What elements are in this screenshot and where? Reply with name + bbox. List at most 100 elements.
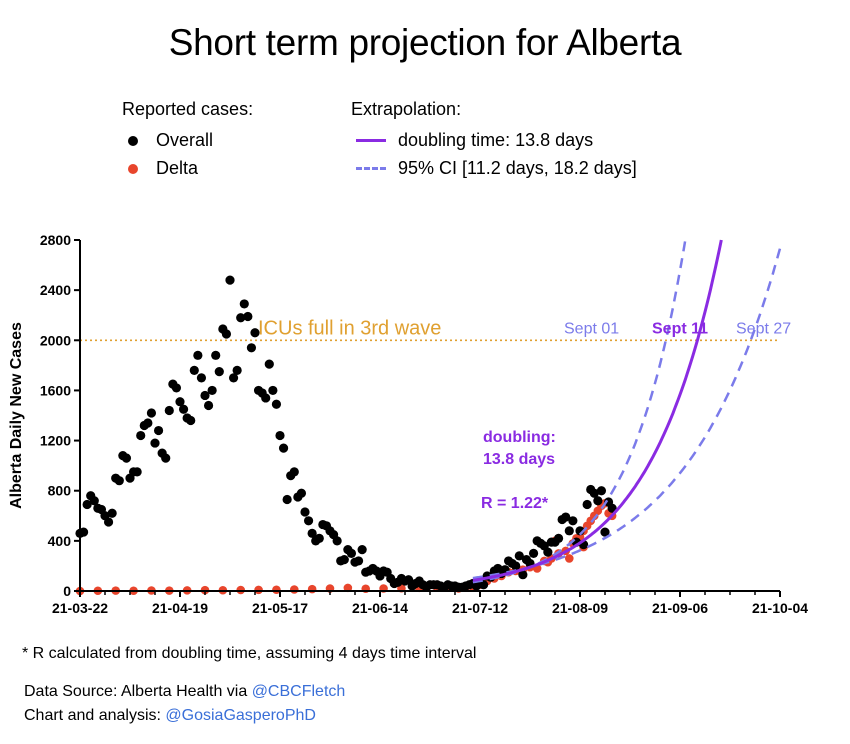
overall-point [114, 476, 124, 486]
x-tick-label: 21-04-19 [152, 600, 208, 616]
legend-label-ci: 95% CI [11.2 days, 18.2 days] [398, 158, 637, 178]
overall-point [478, 580, 489, 590]
legend-reported-heading: Reported cases: [122, 99, 254, 119]
overall-point [189, 365, 199, 375]
y-tick-label: 400 [48, 533, 72, 549]
overall-point [300, 507, 310, 517]
icu-annotation: ICUs full in 3rd wave [258, 317, 441, 339]
overall-point [175, 397, 185, 407]
x-tick-label: 21-05-17 [252, 600, 308, 616]
overall-point [150, 438, 160, 448]
overall-series [75, 275, 617, 592]
overall-point [132, 467, 142, 477]
overall-point [186, 415, 196, 426]
overall-point [161, 453, 171, 463]
data-source: Data Source: Alberta Health via @CBCFlet… [24, 683, 345, 701]
overall-point [121, 453, 132, 463]
overall-point [221, 329, 232, 339]
overall-point [346, 548, 357, 558]
x-tick-label: 21-09-06 [652, 600, 708, 616]
overall-point [282, 494, 292, 505]
overall-marker-icon [128, 135, 138, 146]
overall-point [153, 425, 164, 436]
overall-point [203, 400, 214, 411]
overall-point [511, 561, 521, 571]
overall-point [589, 488, 599, 498]
overall-point [225, 275, 235, 285]
overall-point [289, 467, 299, 477]
overall-point [193, 350, 203, 360]
overall-point [78, 527, 89, 537]
overall-point [214, 367, 224, 377]
overall-point [196, 373, 207, 383]
overall-point [357, 545, 367, 555]
overall-point [268, 385, 278, 396]
chart-title: Short term projection for Alberta [168, 22, 682, 63]
doubling-annotation-line2: 13.8 days [483, 451, 555, 468]
y-tick-label: 800 [48, 483, 72, 499]
legend-item-delta: Delta [128, 158, 198, 179]
delta-point [307, 584, 317, 594]
overall-point [564, 526, 574, 536]
overall-point [296, 488, 307, 498]
axes: 0 400 800 1200 1600 2000 2400 2800 21-03-22 21-04… [8, 232, 808, 616]
overall-point [271, 399, 282, 409]
overall-point [332, 536, 342, 546]
overall-point [261, 393, 271, 403]
overall-point [232, 365, 242, 375]
data-source-prefix: Data Source: Alberta Health via [24, 683, 252, 700]
overall-point [239, 299, 249, 309]
x-tick-label: 21-10-04 [752, 600, 808, 616]
x-tick-label: 21-06-14 [352, 600, 408, 616]
overall-point [543, 547, 553, 557]
sept27-annotation: Sept 27 [736, 320, 791, 337]
overall-point [561, 512, 571, 522]
legend-extrapolation-heading: Extrapolation: [351, 99, 462, 119]
overall-point [607, 503, 617, 513]
legend-label-doubling: doubling time: 13.8 days [398, 130, 594, 150]
chart-credit: Chart and analysis: @GosiaGasperoPhD [24, 707, 316, 725]
y-tick-label: 2800 [40, 232, 71, 248]
overall-point [518, 570, 528, 580]
overall-point [207, 385, 217, 396]
y-tick-label: 1600 [40, 382, 71, 398]
overall-point [303, 516, 314, 526]
x-tick-label: 21-08-09 [552, 600, 608, 616]
overall-point [89, 496, 99, 506]
delta-marker-icon [128, 163, 138, 174]
delta-point [236, 585, 246, 595]
overall-point [264, 359, 274, 369]
delta-point [289, 585, 299, 594]
overall-point [136, 430, 146, 441]
overall-point [568, 516, 578, 526]
overall-point [103, 517, 114, 527]
footnote: * R calculated from doubling time, assum… [22, 645, 477, 662]
overall-point [164, 405, 174, 416]
annotations: ICUs full in 3rd wave Sept 01 Sept 11 Sept … [258, 317, 791, 512]
overall-point [596, 486, 607, 496]
sept01-annotation: Sept 01 [564, 320, 619, 337]
overall-point [228, 373, 239, 383]
legend-item-overall: Overall [128, 130, 213, 151]
legend-label-overall: Overall [156, 130, 214, 150]
overall-point [171, 383, 182, 393]
overall-point [243, 311, 253, 322]
overall-point [600, 527, 610, 537]
credit-handle-link[interactable]: @GosiaGasperoPhD [165, 707, 316, 724]
overall-point [553, 533, 564, 543]
overall-point [582, 499, 592, 510]
doubling-curve [472, 239, 723, 582]
y-tick-label: 2400 [40, 282, 71, 298]
overall-point [146, 408, 157, 418]
legend-item-doubling: doubling time: 13.8 days [356, 130, 593, 151]
overall-point [107, 508, 117, 518]
overall-point [200, 390, 210, 401]
doubling-annotation-line1: doubling: [483, 429, 556, 446]
y-tick-label: 1200 [40, 433, 71, 449]
overall-point [211, 350, 221, 360]
overall-point [250, 328, 260, 338]
ci-dashed-line-icon [356, 167, 386, 170]
source-handle-link[interactable]: @CBCFletch [251, 683, 346, 700]
overall-point [178, 404, 189, 414]
